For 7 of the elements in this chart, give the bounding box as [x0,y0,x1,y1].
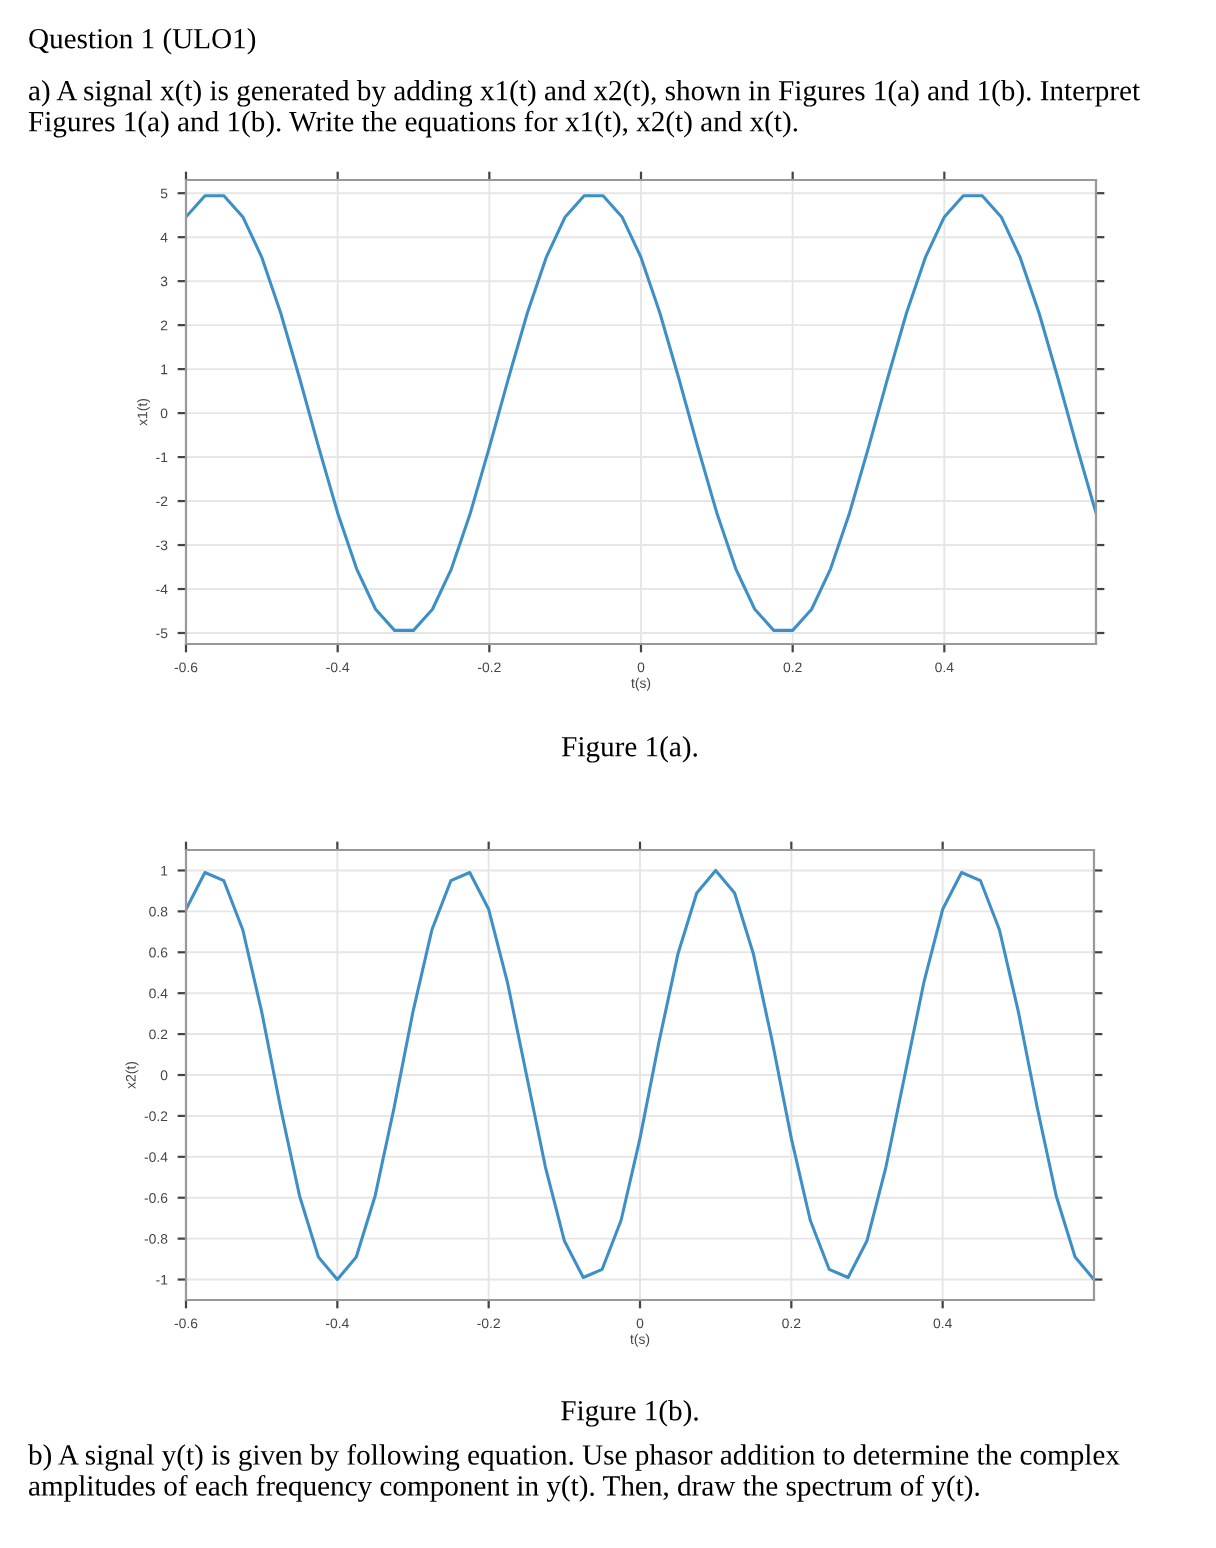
text: b) A signal y(t) is given by following equation. Use phasor addition to determine the complex amplitudes of each frequency component in y(t). Then, draw the spectrum of y(t). [28,1444,1120,1502]
line-series [186,868,1094,1282]
caption: Figure 1(b). [561,1400,698,1427]
text: a) A signal x(t) is generated by adding x1(t) and x2(t), shown in Figures 1(a) and 1(b). Interpret Figures 1(a) and 1(b). Write the equations for x1(t), x2(t) and x(t). [28,80,1140,138]
caption: Figure 1(a). [562,736,697,763]
text: Question 1 (ULO1) [29,28,256,55]
line-series [186,194,1096,632]
